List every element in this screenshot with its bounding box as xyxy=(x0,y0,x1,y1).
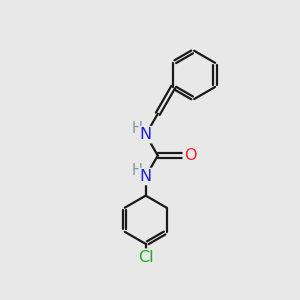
Text: Cl: Cl xyxy=(138,250,154,265)
Text: H: H xyxy=(132,163,143,178)
Text: N: N xyxy=(140,169,152,184)
Text: N: N xyxy=(140,127,152,142)
Text: O: O xyxy=(184,148,197,163)
Text: H: H xyxy=(132,121,143,136)
